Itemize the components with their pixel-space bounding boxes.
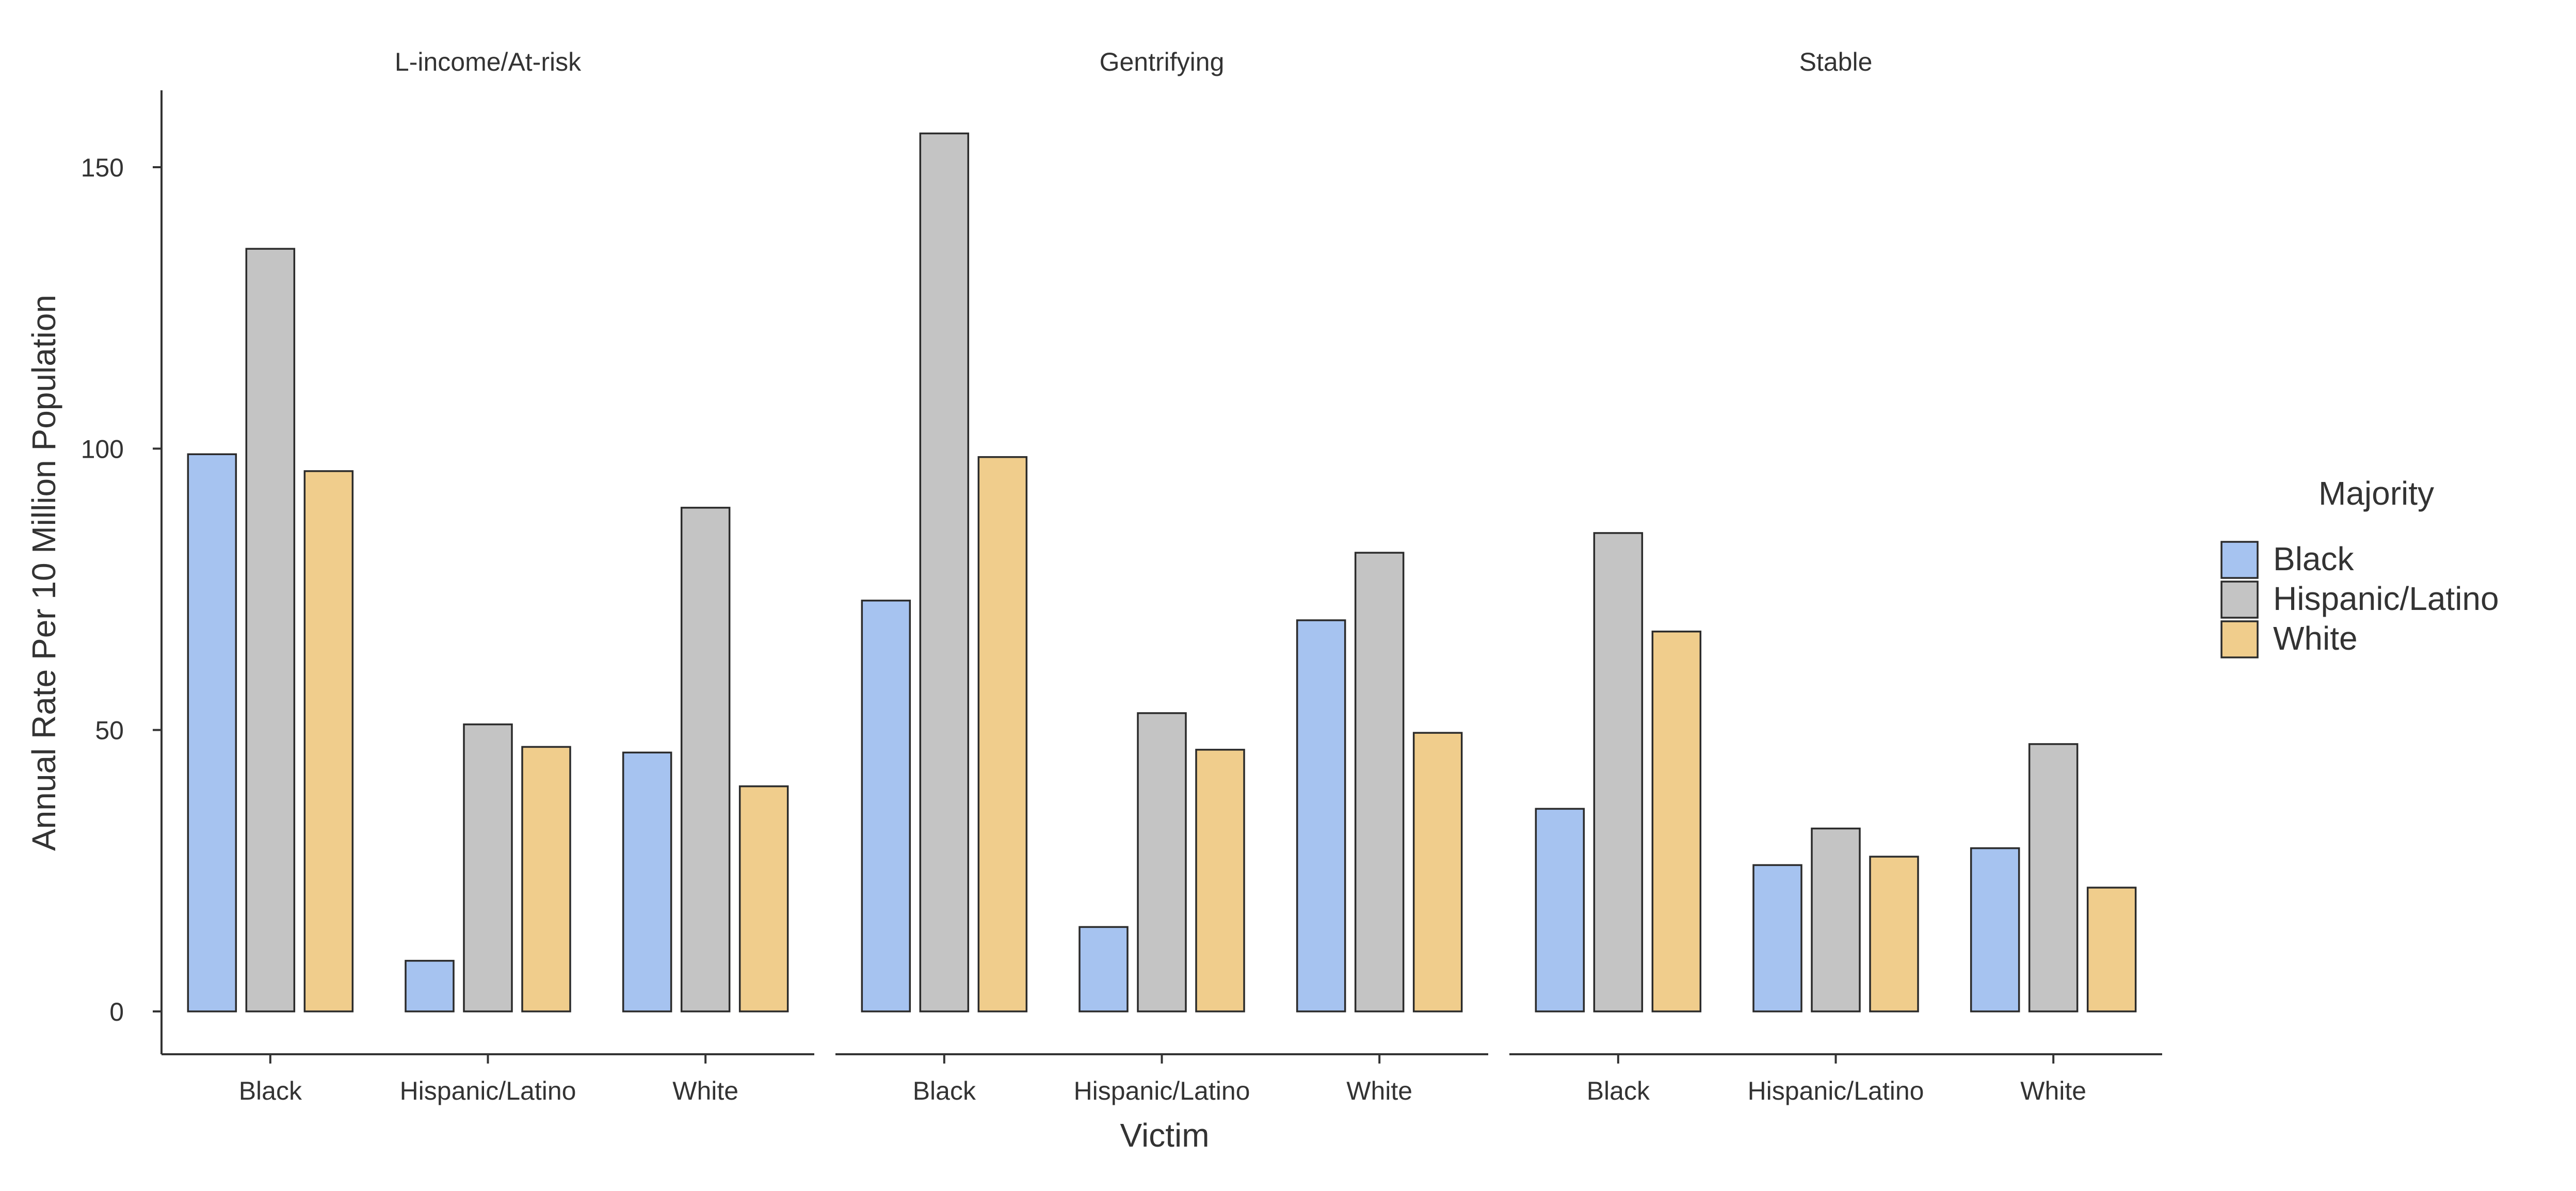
facet-panels: L-income/At-risk Black Hispanic/Latino Whit… bbox=[162, 47, 2162, 1105]
bar bbox=[1811, 827, 1861, 1012]
bar bbox=[1970, 847, 2020, 1012]
facet-title: Gentrifying bbox=[1100, 47, 1225, 76]
bar bbox=[1593, 532, 1644, 1012]
x-tick-label: White bbox=[672, 1076, 738, 1105]
legend-swatch bbox=[2220, 620, 2259, 658]
bar bbox=[1137, 712, 1187, 1012]
x-tick-label: Black bbox=[913, 1076, 976, 1105]
bar bbox=[977, 456, 1028, 1012]
y-axis: 0 50 100 150 bbox=[81, 90, 163, 1054]
bar bbox=[187, 453, 237, 1012]
bar bbox=[405, 960, 455, 1012]
x-axis-title: Victim bbox=[1120, 1117, 1209, 1154]
bar bbox=[622, 751, 672, 1012]
legend-label: Black bbox=[2273, 540, 2355, 577]
bar bbox=[1078, 926, 1129, 1012]
legend-swatch bbox=[2220, 581, 2259, 619]
y-tick-label: 50 bbox=[95, 716, 124, 745]
bar bbox=[1412, 732, 1463, 1012]
bar bbox=[680, 507, 731, 1012]
facet-panel: Stable Black Hispanic/Latino White bbox=[1509, 47, 2162, 1105]
bar bbox=[861, 600, 911, 1012]
bar bbox=[245, 248, 296, 1012]
legend-swatch bbox=[2220, 541, 2259, 579]
y-axis-title: Annual Rate Per 10 Million Population bbox=[25, 295, 62, 851]
facet-title: Stable bbox=[1799, 47, 1873, 76]
bar bbox=[521, 746, 571, 1012]
bar bbox=[463, 723, 513, 1012]
bar bbox=[1535, 808, 1585, 1012]
facet-panel: L-income/At-risk Black Hispanic/Latino Whit… bbox=[162, 47, 814, 1105]
y-tick-label: 150 bbox=[81, 153, 124, 182]
x-tick-label: White bbox=[2020, 1076, 2086, 1105]
bar bbox=[1869, 856, 1919, 1012]
bar bbox=[1651, 631, 1702, 1012]
facet-title: L-income/At-risk bbox=[395, 47, 582, 76]
bar bbox=[1195, 749, 1245, 1012]
legend-label: White bbox=[2273, 620, 2358, 657]
legend-label: Hispanic/Latino bbox=[2273, 580, 2499, 617]
bar bbox=[2028, 743, 2079, 1012]
bar bbox=[919, 132, 970, 1012]
y-tick-label: 0 bbox=[109, 997, 124, 1026]
bar bbox=[1354, 552, 1405, 1012]
bar bbox=[738, 785, 789, 1012]
bar bbox=[1296, 619, 1346, 1012]
bar bbox=[2086, 887, 2137, 1012]
x-tick-label: Black bbox=[1587, 1076, 1650, 1105]
x-tick-label: Hispanic/Latino bbox=[1074, 1076, 1250, 1105]
x-tick-label: Black bbox=[239, 1076, 302, 1105]
facet-panel: Gentrifying Black Hispanic/Latino White bbox=[835, 47, 1488, 1105]
x-tick-label: Hispanic/Latino bbox=[1748, 1076, 1924, 1105]
legend-title: Majority bbox=[2319, 475, 2434, 512]
x-tick-label: White bbox=[1346, 1076, 1412, 1105]
bar bbox=[1752, 864, 1802, 1012]
bar bbox=[303, 470, 354, 1012]
x-tick-label: Hispanic/Latino bbox=[400, 1076, 576, 1105]
y-tick-label: 100 bbox=[81, 434, 124, 463]
